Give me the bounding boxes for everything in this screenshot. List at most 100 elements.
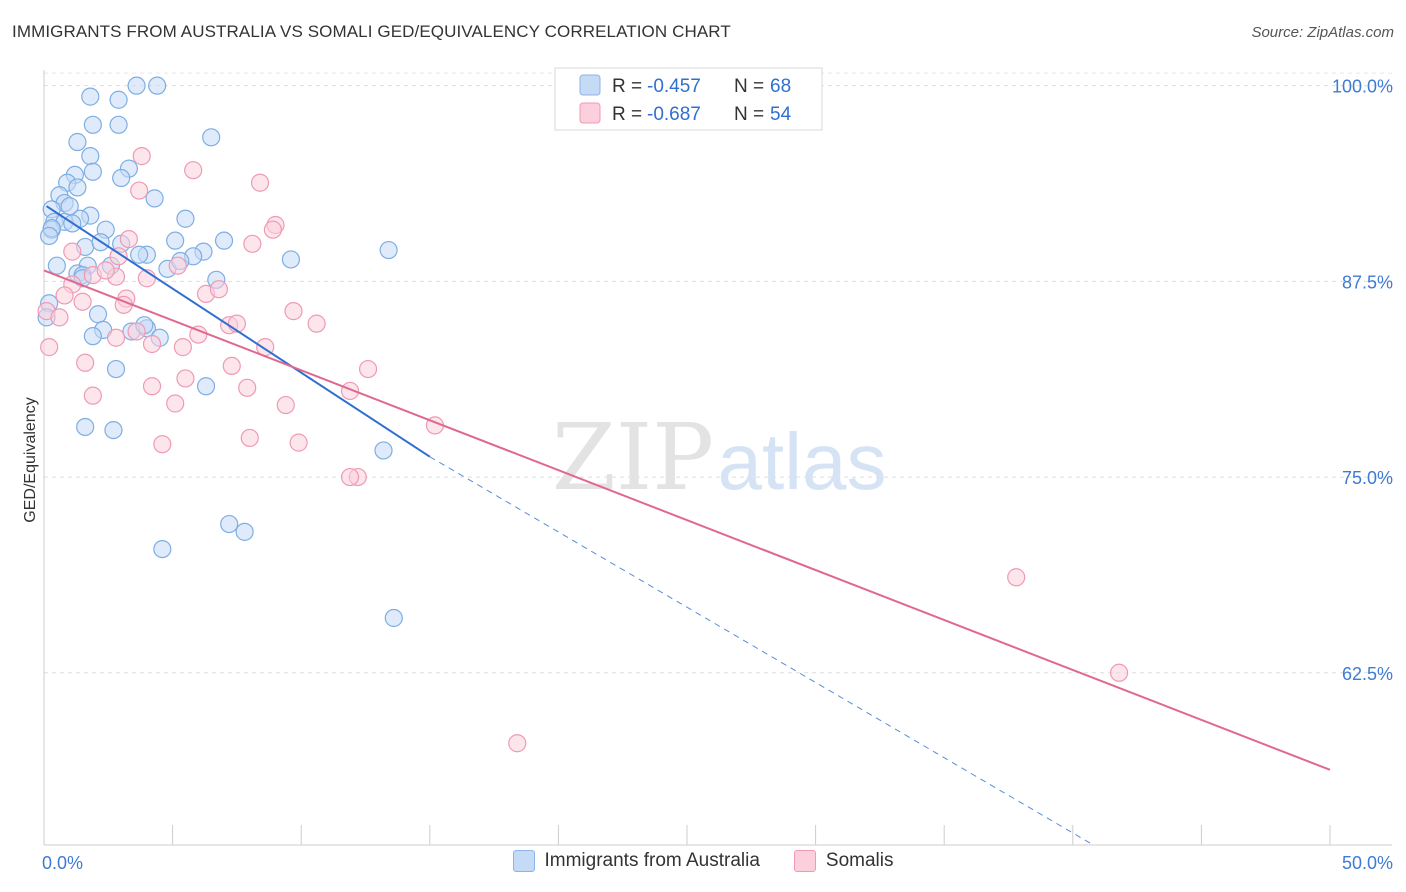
australia-point-51 [106,359,126,379]
legend-item-australia[interactable]: Immigrants from Australia [512,850,760,872]
legend-swatch-somalis [793,850,816,872]
somalis-point-30 [40,338,59,357]
australia-point-8 [81,147,100,166]
somalis-point-45 [340,467,360,487]
somalis-point-52 [358,359,378,379]
somalis-point-9 [109,247,128,266]
legend-swatch-australia [512,850,535,872]
somalis-point-7 [243,234,262,253]
somalis-point-38 [166,394,185,413]
somalis-point-10 [168,256,187,275]
legend-label-somalis: Somalis [825,850,894,871]
gridlines [44,72,1392,674]
watermark-zip: ZIP [552,404,714,511]
legend-label-australia: Immigrants from Australia [544,850,760,871]
somalis-point-50 [209,280,228,299]
somalis-point-43 [153,435,172,454]
australia-point-6 [202,128,221,147]
australia-point-34 [130,245,149,264]
australia-point-56 [220,514,239,534]
somalis-point-27 [142,334,162,354]
somalis-point-37 [83,386,102,405]
somalis-point-31 [76,353,95,372]
somalis-point-39 [276,395,295,415]
tick-labels: 62.5% 75.0% 87.5% 100.0% 0.0% 50.0% [42,77,1393,873]
australia-point-24 [176,209,195,228]
somalis-point-21 [307,314,326,333]
somalis-point-5 [263,220,283,239]
somalis-point-26 [106,328,126,347]
axes [43,70,1392,846]
stats-n-label-2: N = [734,104,764,125]
somalis-point-35 [238,378,257,397]
somalis-point-41 [240,428,259,448]
y-tick-label-1: 75.0% [1342,468,1393,488]
somalis-point-25 [127,322,146,341]
somalis-point-49 [96,261,115,280]
series-legend: Immigrants from Australia Somalis [0,850,1406,872]
australia-point-16 [145,189,164,208]
y-tick-label-0: 62.5% [1342,664,1393,684]
australia-point-54 [104,421,123,440]
australia-point-36 [281,250,301,269]
australia-point-35 [379,240,398,260]
watermark-atlas: atlas [718,417,887,506]
somalis-point-2 [250,173,270,192]
australia-point-4 [83,115,102,134]
australia-point-58 [153,539,172,559]
australia-point-49 [83,327,102,346]
somalis-point-46 [1007,568,1026,587]
australia-point-57 [235,522,254,541]
australia-point-67 [40,226,59,246]
y-tick-label-3: 100.0% [1332,77,1393,97]
stats-n-value-2: 54 [770,104,792,125]
somalis-point-53 [55,286,74,305]
x-tick-label-0: 0.0% [42,853,83,873]
somalis-point-34 [142,377,162,396]
stats-n-value-1: 68 [770,76,791,97]
somalis-point-17 [73,292,92,311]
australia-point-53 [76,417,95,437]
somalis-point-51 [284,302,303,321]
y-tick-label-2: 87.5% [1342,272,1393,292]
somalis-point-28 [173,338,192,357]
trend-lines [43,205,1331,846]
stats-r-label-1: R = [612,76,642,97]
australia-point-5 [109,115,128,134]
australia-point-7 [68,132,87,152]
stats-r-label-2: R = [612,104,642,125]
australia-trend-extension [429,456,1094,846]
somalis-point-48 [508,734,527,753]
australia-point-0 [127,76,146,95]
somalis-point-3 [130,181,149,200]
stats-r-value-2: -0.687 [647,104,701,125]
somalis-point-6 [119,229,138,249]
stats-legend-swatch-blue [579,74,601,96]
australia-point-3 [109,90,128,109]
australia-point-28 [166,231,185,250]
x-tick-label-1: 50.0% [1342,853,1393,873]
australia-point-52 [196,377,216,396]
australia-point-2 [81,87,100,106]
somalis-point-1 [184,161,203,180]
somalis-point-33 [176,369,195,388]
australia-point-10 [83,162,102,181]
stats-r-value-1: -0.457 [647,76,701,97]
stats-legend-swatch-pink [579,102,601,124]
somalis-point-8 [63,242,82,261]
somalis-point-47 [1109,663,1129,682]
australia-point-1 [148,76,167,95]
stats-n-label-1: N = [734,76,764,97]
australia-point-14 [68,178,87,197]
somalis-point-0 [132,147,151,166]
australia-point-45 [88,305,108,324]
australia-point-12 [112,168,131,188]
australia-point-55 [374,441,393,460]
australia-trend-line [46,205,431,458]
australia-point-27 [214,231,234,250]
australia-point-61 [60,197,79,216]
chart-title: IMMIGRANTS FROM AUSTRALIA VS SOMALI GED/… [12,22,731,41]
somalis-point-42 [289,433,308,452]
legend-item-somalis[interactable]: Somalis [793,850,894,872]
